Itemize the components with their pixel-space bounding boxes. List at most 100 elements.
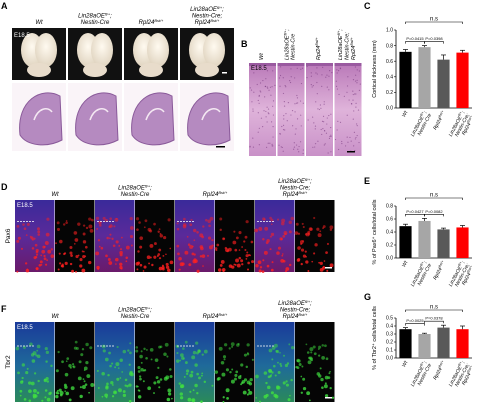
superscript: Bst/+ bbox=[154, 18, 164, 23]
nucleus bbox=[348, 99, 350, 101]
cell bbox=[188, 263, 192, 267]
cell bbox=[120, 267, 123, 270]
nucleus bbox=[346, 114, 348, 116]
significance-bracket bbox=[424, 320, 444, 324]
nucleus bbox=[284, 85, 286, 87]
cell bbox=[33, 372, 37, 375]
cell bbox=[117, 388, 122, 393]
cell bbox=[302, 386, 307, 391]
cell bbox=[233, 230, 236, 233]
nucleus bbox=[298, 145, 300, 148]
significance-bracket bbox=[424, 214, 444, 217]
label-text: Wt bbox=[51, 314, 59, 320]
nucleus bbox=[323, 144, 325, 146]
cell bbox=[255, 374, 259, 379]
nucleus bbox=[268, 113, 270, 115]
nucleus bbox=[300, 125, 302, 127]
cell bbox=[79, 258, 83, 262]
cell bbox=[283, 354, 285, 357]
nucleus bbox=[266, 86, 268, 88]
micrograph bbox=[255, 322, 295, 402]
cell bbox=[99, 224, 102, 227]
cell bbox=[196, 372, 199, 376]
nucleus bbox=[330, 126, 332, 129]
cell bbox=[125, 245, 130, 250]
nucleus bbox=[358, 89, 361, 91]
cell bbox=[45, 232, 50, 237]
cell bbox=[259, 266, 263, 269]
y-tick-label: 0.2 bbox=[386, 243, 393, 249]
nucleus bbox=[297, 102, 299, 104]
label-text: Nestin-Cre bbox=[81, 20, 110, 26]
nucleus bbox=[336, 69, 338, 71]
section bbox=[187, 92, 231, 146]
nucleus bbox=[352, 99, 354, 101]
cerebellum bbox=[27, 63, 51, 77]
cell bbox=[331, 396, 335, 399]
cell bbox=[266, 385, 271, 390]
cell bbox=[48, 392, 52, 396]
superscript: fl/+ bbox=[105, 11, 111, 16]
cell bbox=[33, 389, 37, 393]
cell bbox=[23, 227, 27, 231]
cell bbox=[26, 222, 30, 226]
cell bbox=[284, 270, 288, 273]
cell bbox=[258, 227, 263, 231]
cell bbox=[30, 236, 34, 240]
cell bbox=[301, 365, 304, 368]
nucleus bbox=[300, 114, 302, 116]
nucleus bbox=[252, 137, 254, 139]
cell bbox=[297, 359, 301, 363]
nucleus bbox=[353, 131, 355, 133]
cell bbox=[114, 391, 117, 394]
nucleus bbox=[296, 67, 298, 69]
nucleus bbox=[257, 99, 259, 102]
superscript: fl/+ bbox=[217, 5, 223, 10]
cell bbox=[257, 260, 262, 265]
cell bbox=[82, 232, 86, 236]
nucleus bbox=[269, 142, 271, 144]
cell bbox=[289, 394, 291, 397]
x-tick-label: Rpl24Bst/+ bbox=[431, 260, 447, 282]
cell bbox=[137, 370, 141, 373]
cell bbox=[324, 375, 329, 380]
superscript: Bst/+ bbox=[466, 365, 473, 374]
cell bbox=[69, 251, 73, 255]
cell bbox=[189, 245, 194, 249]
nucleus bbox=[336, 129, 338, 131]
nucleus bbox=[314, 125, 317, 127]
cell bbox=[63, 252, 67, 255]
cell bbox=[121, 371, 123, 373]
cell bbox=[114, 366, 117, 369]
cell bbox=[98, 221, 101, 224]
cell bbox=[82, 240, 87, 244]
significance-label: n.s bbox=[430, 17, 438, 23]
nucleus bbox=[325, 76, 327, 78]
cell bbox=[225, 368, 230, 372]
nucleus bbox=[280, 146, 282, 148]
cell bbox=[222, 355, 227, 359]
label-text: Wt bbox=[401, 110, 409, 119]
cell bbox=[161, 265, 165, 270]
cell bbox=[268, 369, 272, 373]
nucleus bbox=[316, 67, 318, 69]
cell bbox=[319, 268, 324, 272]
cell bbox=[165, 262, 169, 266]
superscript: fl/+ bbox=[337, 31, 341, 36]
cell bbox=[308, 399, 311, 402]
pia bbox=[277, 63, 305, 66]
nucleus bbox=[321, 74, 323, 76]
cell bbox=[329, 228, 333, 232]
significance-bracket bbox=[405, 41, 425, 44]
nucleus bbox=[283, 118, 285, 120]
nucleus bbox=[352, 79, 355, 81]
cell bbox=[208, 224, 211, 228]
cell bbox=[56, 221, 60, 225]
cell bbox=[143, 369, 147, 372]
cell bbox=[238, 249, 241, 251]
nucleus bbox=[266, 146, 268, 148]
cell bbox=[122, 393, 127, 398]
cell bbox=[240, 383, 243, 386]
cell bbox=[317, 354, 321, 357]
cell bbox=[162, 254, 165, 257]
